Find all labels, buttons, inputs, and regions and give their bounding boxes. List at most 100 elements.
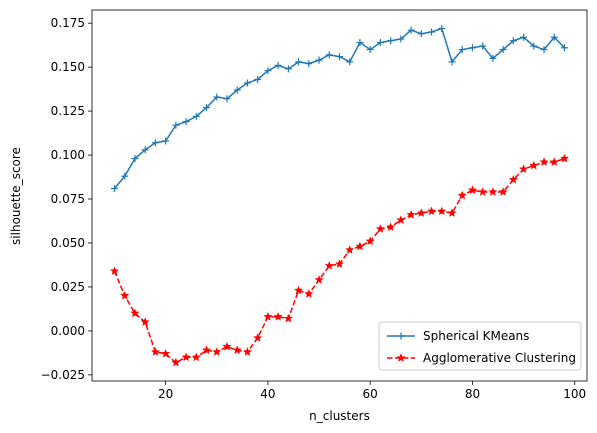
- legend: Spherical KMeans Agglomerative Clustering: [378, 321, 582, 371]
- data-point: [336, 53, 343, 61]
- data-point: [428, 28, 436, 36]
- data-point: [549, 157, 559, 167]
- data-point: [264, 67, 272, 75]
- data-point: [529, 160, 539, 170]
- y-tick-label: 0.100: [51, 148, 85, 162]
- axes-frame: [91, 9, 588, 382]
- data-point: [345, 245, 355, 254]
- data-point: [324, 260, 334, 270]
- data-point: [508, 174, 519, 184]
- data-point: [273, 311, 283, 321]
- data-point: [212, 347, 222, 356]
- data-point: [346, 58, 354, 66]
- data-point: [233, 86, 241, 94]
- data-point: [375, 224, 386, 233]
- data-point: [499, 46, 507, 54]
- x-tick-label: 100: [563, 387, 586, 401]
- data-point: [141, 146, 149, 154]
- data-point: [457, 190, 467, 200]
- data-point: [191, 352, 201, 362]
- data-point: [365, 236, 375, 246]
- data-point: [518, 164, 529, 174]
- data-point: [478, 187, 488, 196]
- data-point: [171, 357, 181, 367]
- series-spherical-kmeans: [111, 24, 568, 192]
- data-point: [406, 209, 416, 219]
- data-point: [447, 208, 457, 218]
- data-point: [438, 24, 446, 32]
- data-point: [254, 75, 262, 83]
- legend-label: Agglomerative Clustering: [423, 351, 576, 365]
- legend-box: [378, 321, 582, 371]
- data-point: [437, 206, 447, 216]
- data-point: [274, 61, 282, 69]
- legend-label: Spherical KMeans: [423, 329, 529, 343]
- data-point: [160, 348, 171, 358]
- y-tick-label: 0.000: [51, 324, 85, 338]
- y-tick-label: 0.150: [51, 60, 85, 74]
- y-tick-label: 0.175: [51, 16, 85, 30]
- data-point: [561, 44, 568, 52]
- series-agglomerative-clustering: [109, 153, 570, 367]
- legend-marker: [396, 353, 406, 362]
- data-point: [509, 37, 517, 45]
- data-point: [530, 42, 538, 50]
- data-point: [385, 222, 396, 232]
- legend-entry: Spherical KMeans: [387, 329, 529, 343]
- data-point: [172, 121, 180, 129]
- x-tick-label: 60: [363, 387, 378, 401]
- y-tick-label: 0.050: [51, 236, 85, 250]
- data-point: [305, 60, 313, 68]
- data-point: [407, 26, 415, 34]
- data-point: [448, 58, 456, 66]
- data-point: [284, 65, 292, 73]
- data-point: [253, 333, 263, 342]
- data-point: [192, 112, 200, 120]
- data-point: [304, 289, 314, 298]
- data-point: [356, 39, 364, 47]
- data-point: [213, 93, 221, 101]
- series-line: [113, 27, 566, 189]
- data-point: [263, 311, 273, 321]
- plot-area: [91, 9, 588, 382]
- data-point: [242, 347, 253, 356]
- x-tick-label: 40: [260, 387, 275, 401]
- data-point: [232, 345, 242, 355]
- data-point: [111, 184, 118, 192]
- data-point: [223, 95, 231, 103]
- legend-marker: [397, 332, 405, 340]
- data-point: [182, 118, 190, 126]
- data-point: [458, 46, 466, 54]
- data-point: [397, 35, 405, 43]
- data-point: [151, 139, 159, 147]
- data-point: [396, 215, 406, 225]
- data-point: [203, 104, 211, 112]
- data-point: [539, 157, 549, 167]
- data-point: [314, 275, 324, 284]
- legend-entry: Agglomerative Clustering: [387, 351, 576, 365]
- data-point: [416, 208, 426, 218]
- y-tick-label: −0.025: [41, 368, 85, 382]
- data-point: [222, 341, 232, 351]
- data-point: [140, 317, 150, 327]
- data-point: [201, 345, 212, 355]
- data-point: [366, 46, 374, 54]
- data-point: [181, 352, 191, 362]
- data-point: [121, 172, 129, 180]
- data-point: [325, 51, 333, 59]
- x-axis-label: n_clusters: [309, 409, 370, 423]
- data-point: [283, 313, 294, 323]
- data-point: [540, 46, 548, 54]
- data-point: [489, 54, 497, 62]
- data-point: [559, 153, 570, 163]
- data-point: [550, 33, 558, 41]
- y-tick-label: 0.075: [51, 192, 85, 206]
- data-point: [387, 37, 395, 45]
- data-point: [109, 266, 120, 276]
- data-point: [131, 155, 139, 163]
- data-point: [315, 56, 323, 64]
- data-point: [162, 137, 170, 145]
- data-point: [130, 308, 140, 318]
- data-point: [498, 187, 508, 196]
